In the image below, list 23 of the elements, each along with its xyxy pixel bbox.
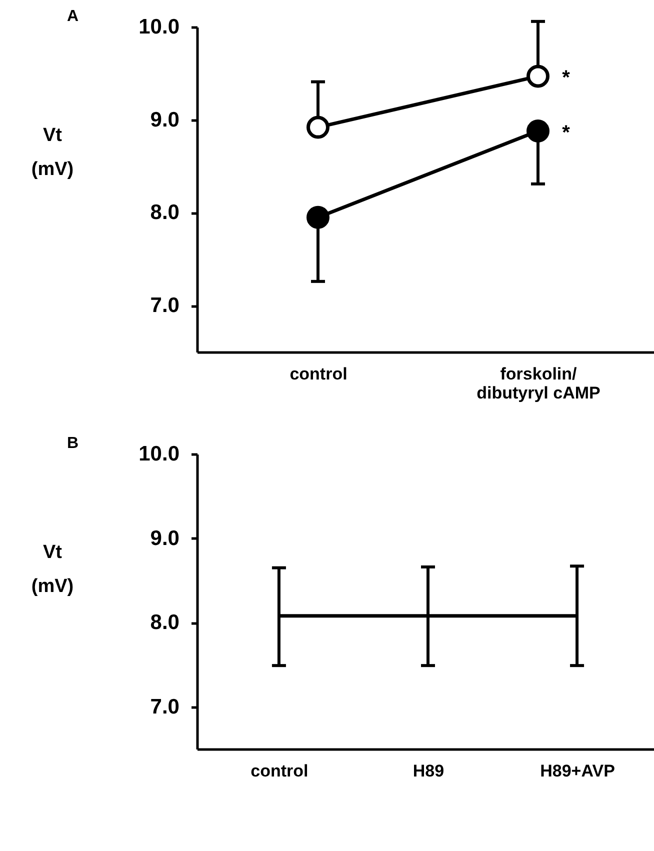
- y-tick-label: 9.0: [150, 526, 180, 550]
- y-axis-title: Vt (mV): [31, 542, 74, 597]
- y-tick-label: 8.0: [150, 611, 180, 634]
- point: [526, 120, 550, 142]
- x-tick-label: H89: [412, 762, 444, 780]
- y-tick-label: 8.0: [150, 201, 180, 224]
- annotation: *: [562, 122, 570, 144]
- chart-title: B: [67, 435, 79, 452]
- x-tick-label: H89+AVP: [540, 762, 615, 780]
- point: [306, 116, 330, 139]
- x-tick-label: forskolin/ dibutyryl cAMP: [476, 364, 600, 402]
- point: [306, 206, 330, 229]
- y-tick-label: 7.0: [150, 695, 180, 718]
- annotation: *: [562, 67, 570, 90]
- x-tick-label: control: [290, 364, 348, 384]
- chart-title: A: [67, 8, 79, 25]
- y-tick-label: 10.0: [138, 16, 180, 38]
- point: [526, 64, 550, 88]
- y-axis-title: Vt (mV): [31, 124, 74, 180]
- x-tick-label: control: [250, 762, 308, 780]
- y-tick-label: 7.0: [150, 294, 180, 318]
- y-tick-label: 10.0: [138, 442, 180, 466]
- y-tick-label: 9.0: [150, 108, 180, 132]
